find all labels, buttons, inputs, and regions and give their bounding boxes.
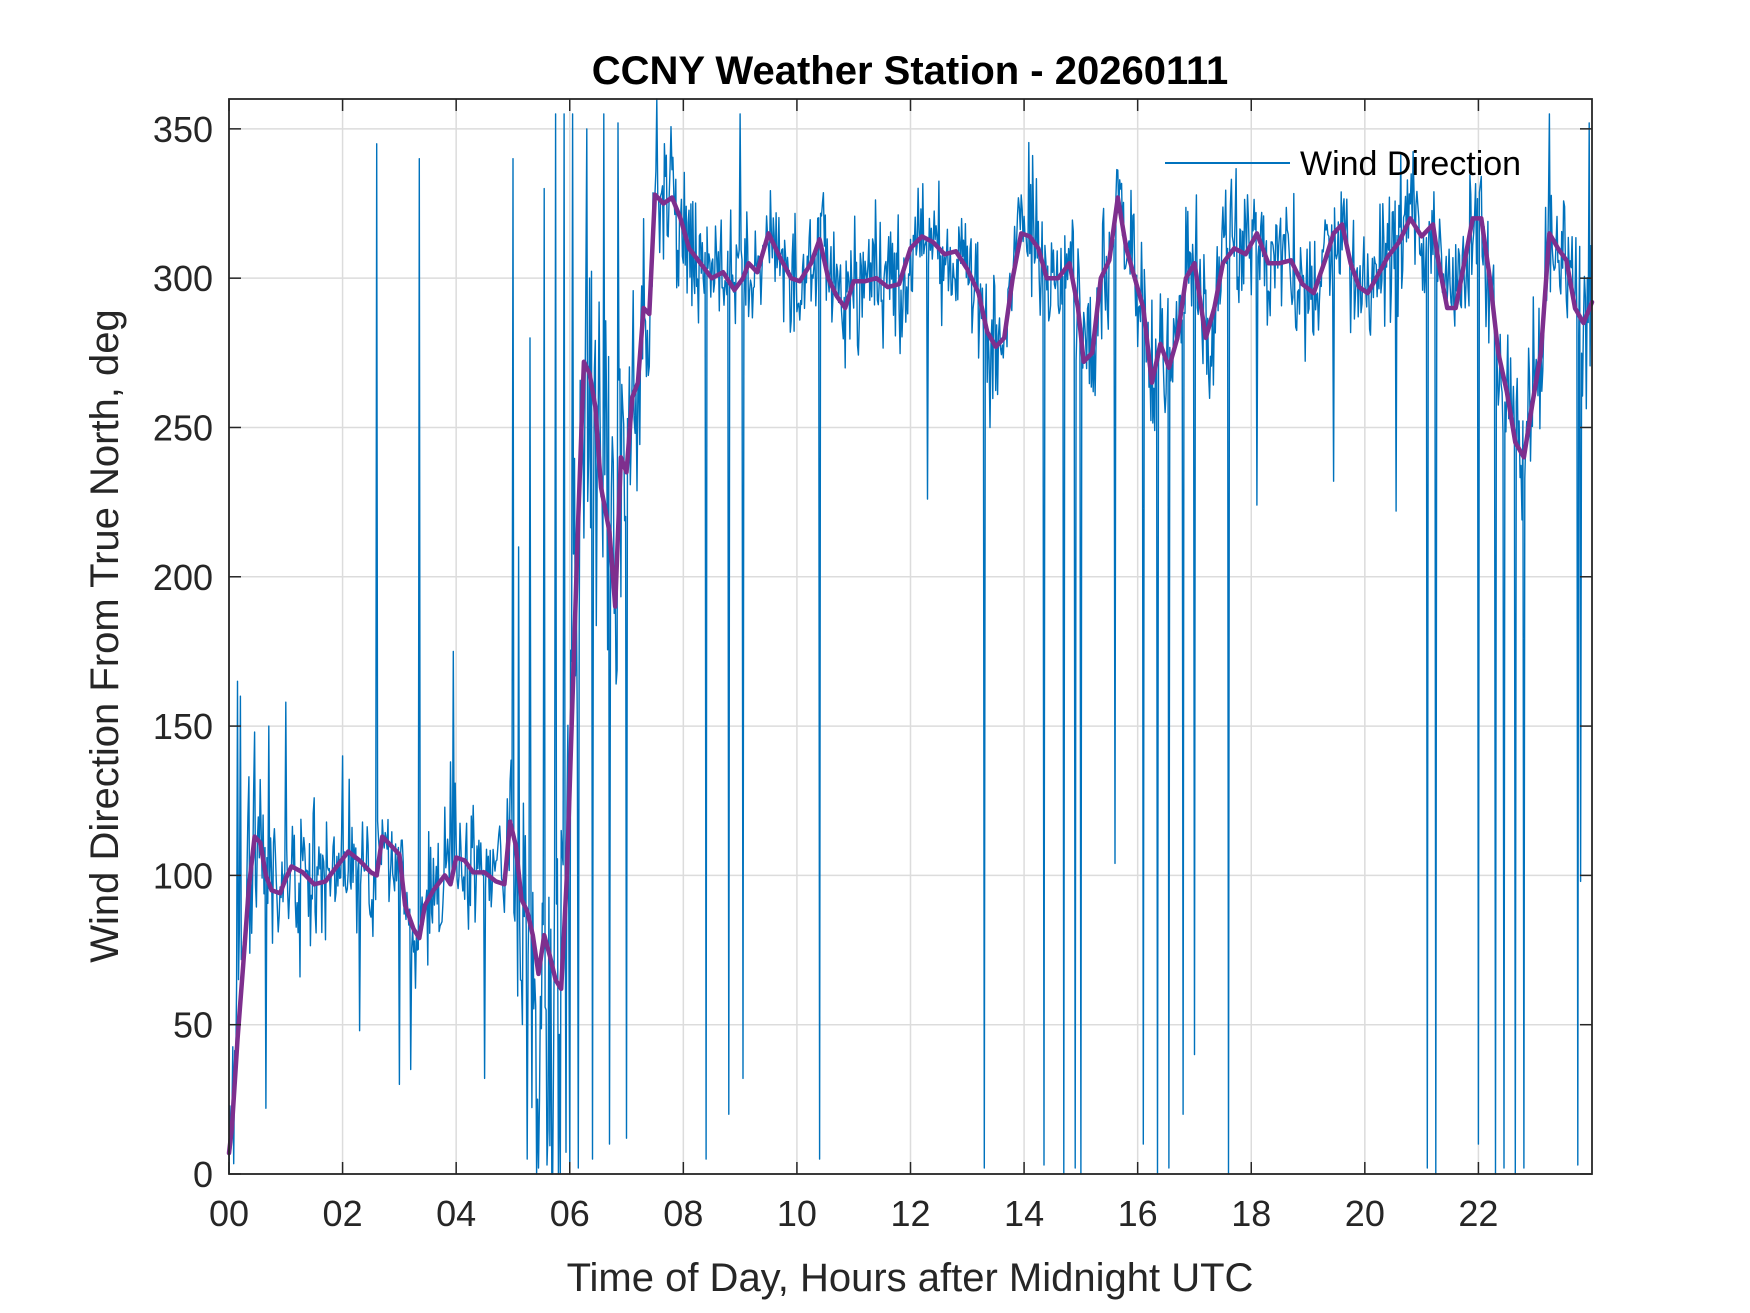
series-layer	[226, 98, 1595, 1175]
y-tick-label: 300	[153, 258, 213, 299]
x-tick-label: 12	[890, 1193, 930, 1234]
y-tick-label: 100	[153, 855, 213, 896]
y-axis-ticks	[229, 128, 1592, 1175]
series-line-running-mean	[226, 192, 1595, 1156]
x-axis-label: Time of Day, Hours after Midnight UTC	[567, 1256, 1254, 1300]
x-tick-label: 22	[1458, 1193, 1498, 1234]
x-tick-label: 02	[323, 1193, 363, 1234]
x-tick-label: 18	[1231, 1193, 1271, 1234]
series-line-wind-direction	[228, 98, 1592, 1175]
y-tick-label: 50	[173, 1005, 213, 1046]
chart-title: CCNY Weather Station - 20260111	[592, 49, 1229, 93]
y-tick-label: 0	[193, 1154, 213, 1195]
y-tick-label: 250	[153, 407, 213, 448]
x-tick-label: 08	[663, 1193, 703, 1234]
x-tick-labels: 00 02 04 06 08 10 12 14 16 18 20 22	[209, 1193, 1498, 1234]
x-tick-label: 06	[550, 1193, 590, 1234]
x-axis-ticks	[228, 99, 1480, 1174]
y-tick-label: 350	[153, 109, 213, 150]
y-tick-labels: 0 50 100 150 200 250 300 350	[153, 109, 213, 1195]
legend-label-wind-direction: Wind Direction	[1300, 145, 1521, 183]
x-tick-label: 00	[209, 1193, 249, 1234]
y-tick-label: 200	[153, 557, 213, 598]
y-tick-label: 150	[153, 706, 213, 747]
x-tick-label: 14	[1004, 1193, 1044, 1234]
x-tick-label: 20	[1345, 1193, 1385, 1234]
y-axis-label: Wind Direction From True North, deg	[83, 309, 127, 963]
x-tick-label: 10	[777, 1193, 817, 1234]
legend: Wind Direction	[1165, 145, 1521, 183]
x-tick-label: 04	[436, 1193, 476, 1234]
x-tick-label: 16	[1118, 1193, 1158, 1234]
